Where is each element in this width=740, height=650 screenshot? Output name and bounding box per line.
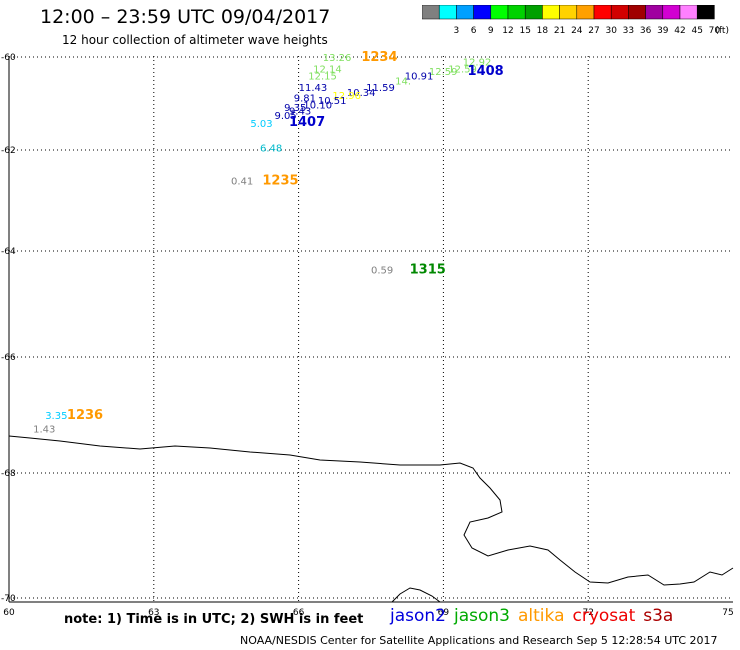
scale-label: 27	[588, 26, 599, 36]
scale-swatch	[422, 5, 440, 20]
lat-tick-label: -66	[1, 353, 16, 363]
scale-label: 30	[605, 26, 617, 36]
scale-label: 33	[623, 26, 634, 36]
scale-swatch	[645, 5, 664, 20]
scale-swatch	[438, 5, 457, 20]
scale-swatch	[542, 5, 560, 20]
wave-height-label: 10.51	[318, 96, 347, 107]
scale-label: 24	[571, 26, 583, 36]
graticule	[9, 56, 733, 602]
scale-label: 12	[502, 26, 513, 36]
wave-height-label: 10.10	[303, 100, 332, 111]
lat-tick-label: -64	[1, 247, 16, 257]
page-title: 12:00 – 23:59 UTC 09/04/2017	[40, 6, 331, 28]
antarctic-coastline	[8, 435, 734, 586]
scale-swatch	[610, 5, 629, 20]
wave-height-label: 9.35	[284, 103, 306, 114]
pass-time-label: 1315	[410, 263, 446, 278]
scale-swatch	[456, 5, 474, 20]
scale-label: 45	[691, 26, 702, 36]
pass-time-label: 1407	[289, 115, 325, 130]
pass-time-label: 1234	[361, 50, 397, 65]
wave-height-label: 12.15	[308, 72, 337, 83]
page-subtitle: 12 hour collection of altimeter wave hei…	[62, 33, 328, 47]
legend-item-jason2: jason2	[390, 606, 446, 626]
wave-height-label: 12.92	[463, 58, 492, 69]
wave-height-label: 12.59	[429, 67, 458, 78]
wave-height-label: 3.35	[45, 411, 67, 422]
coastline	[8, 435, 734, 603]
pass-time-label: 1235	[262, 173, 298, 188]
scale-swatch	[507, 5, 526, 20]
scale-swatch	[662, 5, 681, 20]
pass-time-label: 1408	[468, 64, 504, 79]
scale-label: 3	[454, 26, 460, 36]
scale-label: 9	[488, 26, 494, 36]
wave-height-label: 11.43	[299, 83, 328, 94]
wave-height-label: 9.43	[289, 106, 311, 117]
scale-unit: (ft)	[715, 26, 729, 36]
scale-swatch	[628, 5, 646, 20]
lat-tick-label: -60	[1, 53, 16, 63]
wave-height-label: 5.03	[250, 119, 272, 130]
satellite-legend: jason2 jason3 altika cryosat s3a	[390, 606, 681, 626]
scale-label: 21	[554, 26, 565, 36]
wave-height-label: 10.34	[347, 88, 376, 99]
scale-swatch	[559, 5, 578, 20]
footer-note: note: 1) Time is in UTC; 2) SWH is in fe…	[64, 612, 364, 627]
wave-height-label: 10.91	[405, 72, 434, 83]
scale-label: 36	[640, 26, 652, 36]
map-frame	[8, 56, 733, 603]
scale-label: 42	[674, 26, 685, 36]
legend-item-altika: altika	[518, 606, 565, 626]
scale-swatch	[473, 5, 492, 20]
scale-label: 6	[471, 26, 477, 36]
legend-item-s3a: s3a	[643, 606, 674, 626]
scale-swatch	[524, 5, 543, 20]
wave-height-label: 12.96	[332, 91, 361, 102]
scale-swatch	[679, 5, 698, 20]
wave-height-label: 14.	[395, 76, 411, 87]
legend-item-cryosat: cryosat	[572, 606, 636, 626]
lat-tick-label: -70	[1, 594, 16, 604]
wave-height-label: 13.26	[323, 53, 352, 64]
axis-tick-labels: 60 63 66 69 72 75-60-62-64-66-68-70	[1, 53, 734, 618]
wave-height-label: 9.81	[294, 93, 316, 104]
wave-height-label: 0.41	[231, 176, 253, 187]
legend-item-jason3: jason3	[454, 606, 510, 626]
lat-tick-label: -62	[1, 146, 16, 156]
scale-label: 70	[709, 26, 721, 36]
scale-swatch	[696, 5, 715, 20]
wave-height-label: 9.05	[274, 111, 296, 122]
lat-tick-label: -68	[1, 469, 16, 479]
pass-time-label: 1236	[67, 408, 103, 423]
wave-height-label: 11.59	[366, 83, 395, 94]
wave-height-label: 1.43	[33, 424, 55, 435]
wave-height-label: 0.59	[371, 266, 393, 277]
scale-label: 39	[657, 26, 669, 36]
scale-swatch	[490, 5, 509, 20]
wave-height-label: 6.48	[260, 144, 282, 155]
credit-line: NOAA/NESDIS Center for Satellite Applica…	[240, 634, 718, 647]
scale-swatch	[593, 5, 612, 20]
wave-height-label: 12.59	[448, 65, 477, 76]
scale-label: 18	[537, 26, 549, 36]
lon-tick-label: 60	[3, 608, 15, 618]
color-scale-bar: 3 6 9 12 15 18 21 24 27 30 33 36 39 42 45 70(ft)	[422, 5, 729, 36]
wave-height-label: 12.14	[313, 65, 342, 76]
scale-swatch	[576, 5, 595, 20]
coastline-inlet	[391, 587, 441, 603]
lon-tick-label: 75	[722, 608, 733, 618]
scale-label: 15	[519, 26, 530, 36]
